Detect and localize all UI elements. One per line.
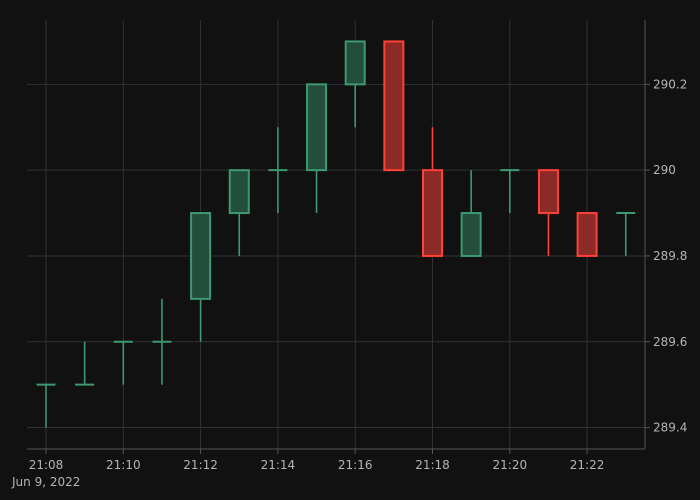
candle-body xyxy=(306,83,328,172)
x-tick-label: 21:16 xyxy=(338,458,373,472)
candle-2109 xyxy=(75,341,95,386)
x-tick-label: 21:20 xyxy=(493,458,528,472)
y-tick-label: 289.8 xyxy=(653,249,687,263)
x-tick-label: 21:12 xyxy=(183,458,218,472)
x-tick-label: 21:18 xyxy=(415,458,450,472)
candle-2110 xyxy=(113,340,133,385)
y-tick-label: 290.2 xyxy=(653,77,687,91)
tick-labels: 21:08 21:10 21:12 21:14 21:16 21:18 21:20 21:22… xyxy=(11,77,687,489)
candle-2120 xyxy=(500,169,520,214)
y-tick-label: 289.6 xyxy=(653,335,687,349)
y-tick-label: 290 xyxy=(653,163,676,177)
candle-body xyxy=(576,212,598,257)
candle-2117 xyxy=(383,40,405,172)
candle-body xyxy=(228,169,250,215)
candle-2108 xyxy=(36,383,56,428)
x-tick-label: 21:10 xyxy=(106,458,141,472)
candle-2123 xyxy=(616,212,636,256)
y-tick-label: 289.4 xyxy=(653,421,687,435)
candle-body xyxy=(460,212,482,257)
x-tick-label: 21:22 xyxy=(570,458,605,472)
axes xyxy=(27,20,650,454)
candle-2119 xyxy=(460,170,482,257)
x-date-label: Jun 9, 2022 xyxy=(11,475,80,489)
candle-2111 xyxy=(152,298,172,385)
candle-body xyxy=(344,40,366,86)
candle-2121 xyxy=(537,169,559,256)
candle-2112 xyxy=(190,212,212,342)
candle-2122 xyxy=(576,212,598,257)
candle-2114 xyxy=(268,127,288,214)
grid-lines xyxy=(27,20,645,449)
candle-body xyxy=(537,169,559,215)
candle-body xyxy=(422,169,443,257)
x-tick-label: 21:08 xyxy=(29,458,64,472)
candles xyxy=(36,40,636,428)
x-tick-label: 21:14 xyxy=(261,458,296,472)
candle-2118 xyxy=(422,127,443,257)
candle-body xyxy=(190,212,212,300)
candle-2113 xyxy=(228,169,250,256)
candle-2116 xyxy=(344,40,366,128)
candle-body xyxy=(383,40,405,172)
candle-2115 xyxy=(306,83,328,214)
